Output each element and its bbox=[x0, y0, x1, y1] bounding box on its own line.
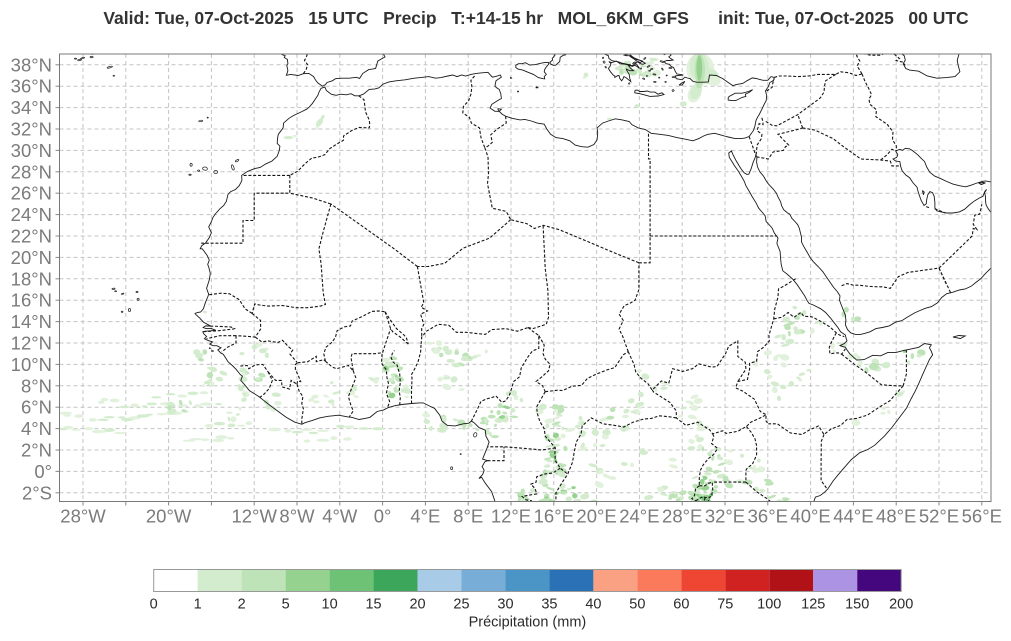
svg-text:75: 75 bbox=[717, 597, 733, 613]
svg-text:20°W: 20°W bbox=[146, 506, 192, 527]
svg-text:6°N: 6°N bbox=[21, 397, 52, 418]
svg-text:52°E: 52°E bbox=[919, 506, 959, 527]
svg-text:Valid: Tue, 07-Oct-2025 15 U: Valid: Tue, 07-Oct-2025 15 UTC Precip T:… bbox=[103, 8, 969, 28]
svg-text:0°: 0° bbox=[34, 461, 52, 482]
svg-text:32°N: 32°N bbox=[11, 119, 52, 140]
svg-text:12°E: 12°E bbox=[491, 506, 531, 527]
svg-text:12°N: 12°N bbox=[11, 333, 52, 354]
svg-text:20: 20 bbox=[409, 597, 425, 613]
svg-text:18°N: 18°N bbox=[11, 268, 52, 289]
svg-text:16°E: 16°E bbox=[534, 506, 574, 527]
svg-text:26°N: 26°N bbox=[11, 183, 52, 204]
svg-text:16°N: 16°N bbox=[11, 290, 52, 311]
svg-text:8°E: 8°E bbox=[453, 506, 483, 527]
svg-text:28°E: 28°E bbox=[662, 506, 702, 527]
svg-text:60: 60 bbox=[673, 597, 689, 613]
svg-text:24°N: 24°N bbox=[11, 204, 52, 225]
svg-text:125: 125 bbox=[801, 597, 825, 613]
svg-text:2: 2 bbox=[238, 597, 246, 613]
svg-text:100: 100 bbox=[757, 597, 781, 613]
svg-text:20°N: 20°N bbox=[11, 247, 52, 268]
svg-text:200: 200 bbox=[889, 597, 913, 613]
svg-text:36°E: 36°E bbox=[748, 506, 788, 527]
svg-text:48°E: 48°E bbox=[876, 506, 916, 527]
svg-text:24°E: 24°E bbox=[619, 506, 659, 527]
svg-text:12°W: 12°W bbox=[231, 506, 277, 527]
svg-text:32°E: 32°E bbox=[705, 506, 745, 527]
svg-text:4°E: 4°E bbox=[410, 506, 440, 527]
svg-text:56°E: 56°E bbox=[962, 506, 1002, 527]
svg-text:8°N: 8°N bbox=[21, 375, 52, 396]
svg-text:28°N: 28°N bbox=[11, 161, 52, 182]
svg-text:36°N: 36°N bbox=[11, 76, 52, 97]
svg-text:30: 30 bbox=[497, 597, 513, 613]
svg-text:38°N: 38°N bbox=[11, 54, 52, 75]
svg-text:40°E: 40°E bbox=[790, 506, 830, 527]
svg-text:28°W: 28°W bbox=[60, 506, 106, 527]
svg-text:44°E: 44°E bbox=[833, 506, 873, 527]
svg-text:30°N: 30°N bbox=[11, 140, 52, 161]
svg-text:20°E: 20°E bbox=[576, 506, 616, 527]
svg-text:8°W: 8°W bbox=[279, 506, 315, 527]
svg-text:0: 0 bbox=[150, 597, 158, 613]
svg-text:35: 35 bbox=[541, 597, 557, 613]
svg-text:5: 5 bbox=[282, 597, 290, 613]
svg-text:0°: 0° bbox=[374, 506, 392, 527]
svg-text:14°N: 14°N bbox=[11, 311, 52, 332]
svg-text:50: 50 bbox=[629, 597, 645, 613]
svg-text:2°S: 2°S bbox=[22, 482, 52, 503]
svg-text:2°N: 2°N bbox=[21, 440, 52, 461]
svg-text:22°N: 22°N bbox=[11, 226, 52, 247]
svg-text:25: 25 bbox=[453, 597, 469, 613]
svg-text:1: 1 bbox=[194, 597, 202, 613]
svg-text:34°N: 34°N bbox=[11, 97, 52, 118]
svg-text:4°W: 4°W bbox=[322, 506, 358, 527]
svg-text:40: 40 bbox=[585, 597, 601, 613]
svg-text:4°N: 4°N bbox=[21, 418, 52, 439]
svg-text:150: 150 bbox=[845, 597, 869, 613]
svg-text:15: 15 bbox=[365, 597, 381, 613]
svg-text:10°N: 10°N bbox=[11, 354, 52, 375]
svg-text:Précipitation (mm): Précipitation (mm) bbox=[469, 615, 587, 631]
svg-text:10: 10 bbox=[322, 597, 338, 613]
